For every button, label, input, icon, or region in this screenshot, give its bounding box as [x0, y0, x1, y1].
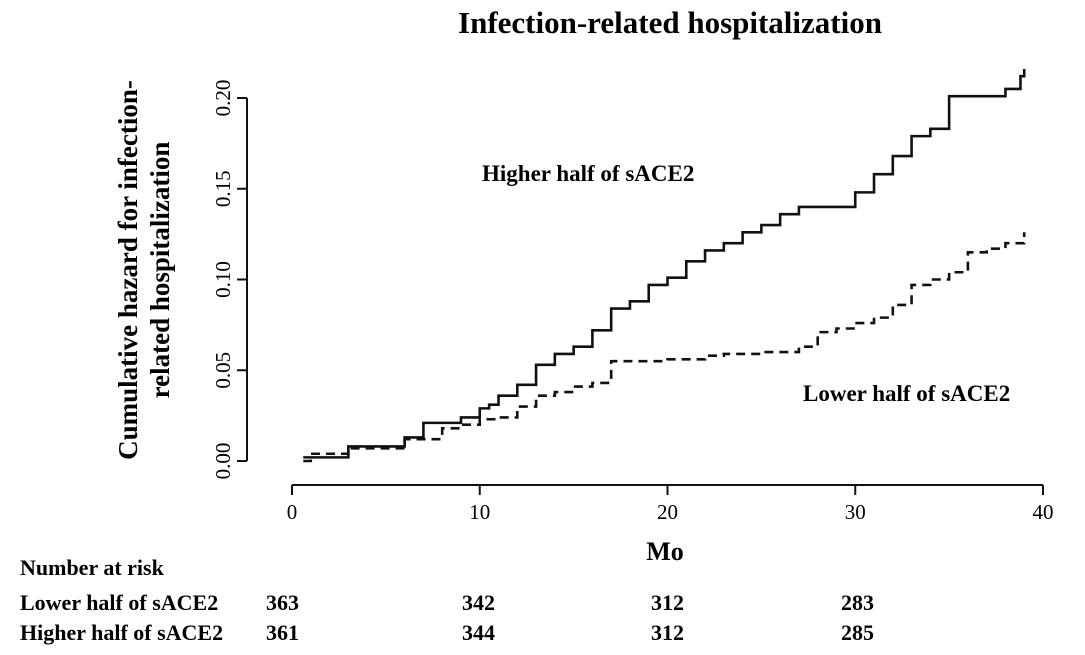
- risk-value-lower-0: 363: [266, 590, 299, 615]
- risk-row-label-higher: Higher half of sACE2: [20, 620, 223, 645]
- risk-value-lower-20: 312: [651, 590, 684, 615]
- risk-table: Number at risk Lower half of sACE2 Highe…: [20, 555, 874, 645]
- y-tick-label: 0.05: [211, 352, 235, 389]
- series-line-lower-half: [303, 232, 1026, 463]
- risk-value-higher-0: 361: [266, 620, 299, 645]
- risk-value-higher-20: 312: [651, 620, 684, 645]
- risk-row-label-lower: Lower half of sACE2: [20, 590, 218, 615]
- x-tick-label: 10: [469, 500, 490, 524]
- y-tick-label: 0.10: [211, 261, 235, 298]
- risk-table-header: Number at risk: [20, 555, 165, 580]
- x-tick-label: 40: [1033, 500, 1054, 524]
- x-tick-label: 20: [657, 500, 678, 524]
- y-ticks: 0.00 0.05 0.10 0.15 0.20: [211, 80, 247, 480]
- y-axis-label-line-2: related hospitalization: [145, 142, 175, 399]
- x-tick-label: 0: [287, 500, 298, 524]
- risk-value-lower-10: 342: [462, 590, 495, 615]
- y-tick-label: 0.15: [211, 170, 235, 207]
- series-line-higher-half: [303, 68, 1026, 459]
- y-axis-label-line-1: Cumulative hazard for infection-: [113, 80, 143, 460]
- y-axis-label: Cumulative hazard for infection- related…: [113, 80, 175, 460]
- risk-value-higher-10: 344: [462, 620, 495, 645]
- x-axis-label: Mo: [646, 537, 684, 566]
- x-tick-label: 30: [845, 500, 866, 524]
- y-tick-label: 0.20: [211, 80, 235, 117]
- risk-value-higher-30: 285: [841, 620, 874, 645]
- y-tick-label: 0.00: [211, 443, 235, 480]
- risk-value-lower-30: 283: [841, 590, 874, 615]
- chart-title: Infection-related hospitalization: [458, 5, 882, 40]
- annotation-higher-half: Higher half of sACE2: [482, 161, 694, 186]
- x-ticks: 0 10 20 30 40: [287, 485, 1054, 524]
- annotation-lower-half: Lower half of sACE2: [803, 381, 1010, 406]
